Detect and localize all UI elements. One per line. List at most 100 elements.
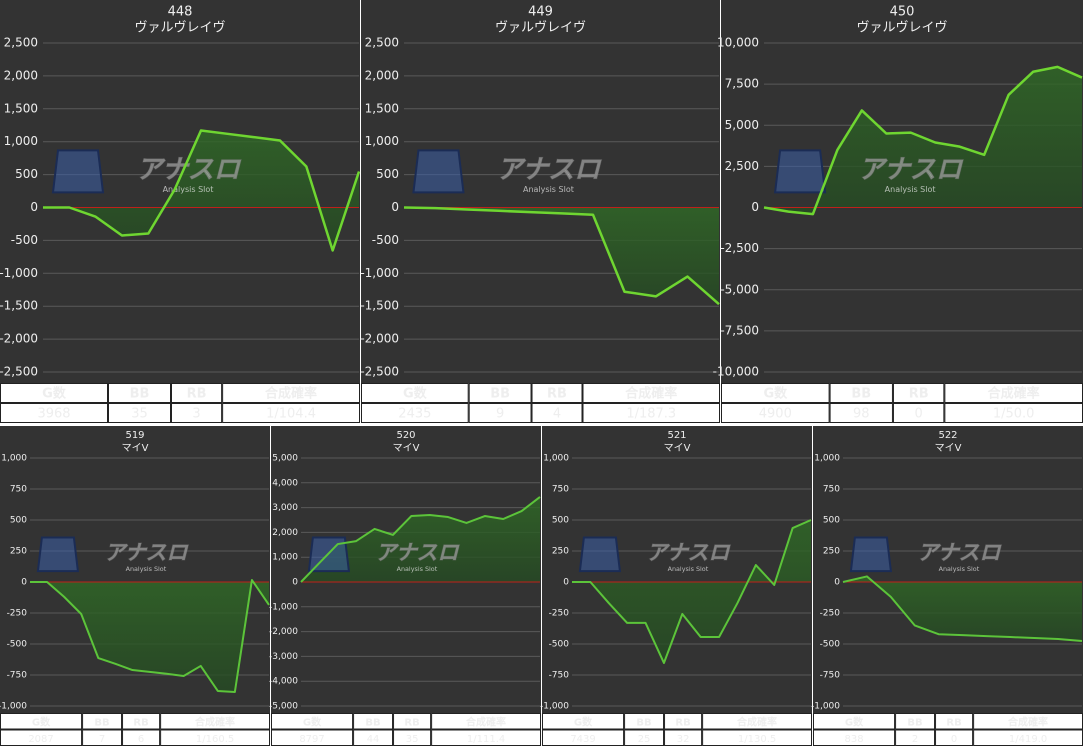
area-fill [404, 207, 719, 305]
chart-subtitle: マイV [664, 443, 691, 454]
area-fill [843, 576, 1082, 642]
table-header-cell [431, 713, 541, 730]
y-tick-label: 500 [10, 516, 27, 526]
table-cell [361, 403, 469, 423]
table-value: 8797 [299, 734, 324, 745]
y-tick-label: -2,000 [269, 627, 298, 637]
y-tick-label: -2,500 [360, 365, 399, 379]
chart-subtitle: ヴァルヴレイヴ [134, 20, 225, 36]
y-tick-label: 2,000 [272, 528, 298, 538]
table-header: G数 [42, 386, 67, 402]
table-header: BB [851, 387, 871, 402]
y-tick-label: 2,500 [4, 36, 38, 50]
table-cell [222, 403, 360, 423]
table-header: G数 [303, 715, 322, 728]
watermark-title: アナスロ [497, 155, 602, 185]
table-value: 0 [915, 407, 923, 422]
y-tick-label: -10,000 [713, 365, 759, 379]
watermark-subtitle: Analysis Slot [163, 185, 214, 194]
table-cell [582, 403, 720, 423]
table-header: 合成確率 [736, 715, 777, 728]
y-tick-label: 500 [376, 167, 399, 181]
y-tick-label: 0 [21, 578, 27, 588]
y-tick-label: 250 [10, 547, 27, 557]
y-tick-label: 500 [823, 516, 840, 526]
y-tick-label: -500 [11, 233, 38, 247]
y-tick-label: 2,500 [365, 36, 399, 50]
y-tick-label: 500 [15, 167, 38, 181]
y-tick-label: 0 [391, 200, 399, 214]
table-value: 35 [131, 407, 148, 422]
table-cell [468, 403, 532, 423]
table-value: 0 [951, 734, 957, 745]
y-tick-label: 250 [823, 547, 840, 557]
table-value: 1/419.0 [1009, 734, 1047, 745]
watermark-subtitle: Analysis Slot [939, 565, 980, 573]
y-tick-label: -5,000 [720, 282, 759, 296]
y-tick-label: -500 [549, 640, 570, 650]
table-value: 2087 [28, 734, 53, 745]
table-header-cell [353, 713, 394, 730]
area-fill [764, 66, 1082, 215]
chart-subtitle: ヴァルヴレイヴ [495, 20, 586, 36]
y-tick-label: 7,500 [725, 77, 759, 91]
chart-title: 522 [938, 430, 957, 441]
watermark-logo [773, 149, 827, 194]
table-header: G数 [403, 386, 428, 402]
table-header-cell [895, 713, 936, 730]
y-tick-label: -2,000 [360, 332, 399, 346]
table-value: 4 [553, 407, 561, 422]
y-tick-label: -250 [820, 609, 841, 619]
table-header: 合成確率 [988, 386, 1040, 402]
table-header-cell [271, 713, 354, 730]
table-header-cell [393, 713, 432, 730]
table-header-cell [0, 383, 108, 403]
table-value: 838 [844, 734, 863, 745]
watermark-title: アナスロ [858, 155, 963, 185]
table-value: 1/160.5 [196, 734, 234, 745]
y-tick-label: 250 [552, 547, 569, 557]
table-header: G数 [32, 715, 51, 728]
table-header-cell [813, 713, 896, 730]
y-tick-label: 1,000 [543, 454, 569, 464]
y-tick-label: -750 [820, 671, 841, 681]
y-tick-label: -1,000 [811, 702, 840, 712]
watermark-logo [849, 536, 893, 573]
watermark-title: アナスロ [918, 541, 1003, 565]
y-tick-label: 2,000 [4, 68, 38, 82]
table-header: BB [636, 717, 651, 728]
y-tick-label: -2,500 [720, 241, 759, 255]
area-fill [30, 580, 269, 692]
table-header-cell [82, 713, 123, 730]
y-tick-label: -1,000 [269, 602, 298, 612]
line [300, 496, 541, 583]
table-header: 合成確率 [1007, 715, 1048, 728]
y-tick-label: 1,500 [4, 101, 38, 115]
y-tick-label: -500 [372, 233, 399, 247]
table-cell [829, 403, 893, 423]
table-header: G数 [574, 715, 593, 728]
y-tick-label: -4,000 [269, 677, 298, 687]
watermark-title: アナスロ [376, 541, 461, 565]
y-tick-label: 5,000 [272, 454, 298, 464]
y-tick-label: -250 [549, 609, 570, 619]
table-header-cell [222, 383, 360, 403]
table-header: 合成確率 [265, 386, 317, 402]
table-header: RB [909, 387, 929, 402]
chart-title: 448 [168, 5, 193, 20]
watermark-logo [412, 149, 465, 194]
y-tick-label: 0 [834, 578, 840, 588]
table-cell [171, 403, 223, 423]
y-tick-label: -1,500 [360, 299, 399, 313]
y-tick-label: 2,000 [365, 68, 399, 82]
watermark-subtitle: Analysis Slot [885, 185, 936, 194]
y-tick-label: -500 [7, 640, 28, 650]
y-tick-label: -1,000 [0, 266, 38, 280]
y-tick-label: 750 [823, 485, 840, 495]
table-header: BB [490, 387, 510, 402]
table-value: 1/50.0 [993, 407, 1035, 422]
y-tick-label: 4,000 [272, 478, 298, 488]
table-header-cell [721, 383, 830, 403]
table-value: 1/111.4 [467, 734, 505, 745]
